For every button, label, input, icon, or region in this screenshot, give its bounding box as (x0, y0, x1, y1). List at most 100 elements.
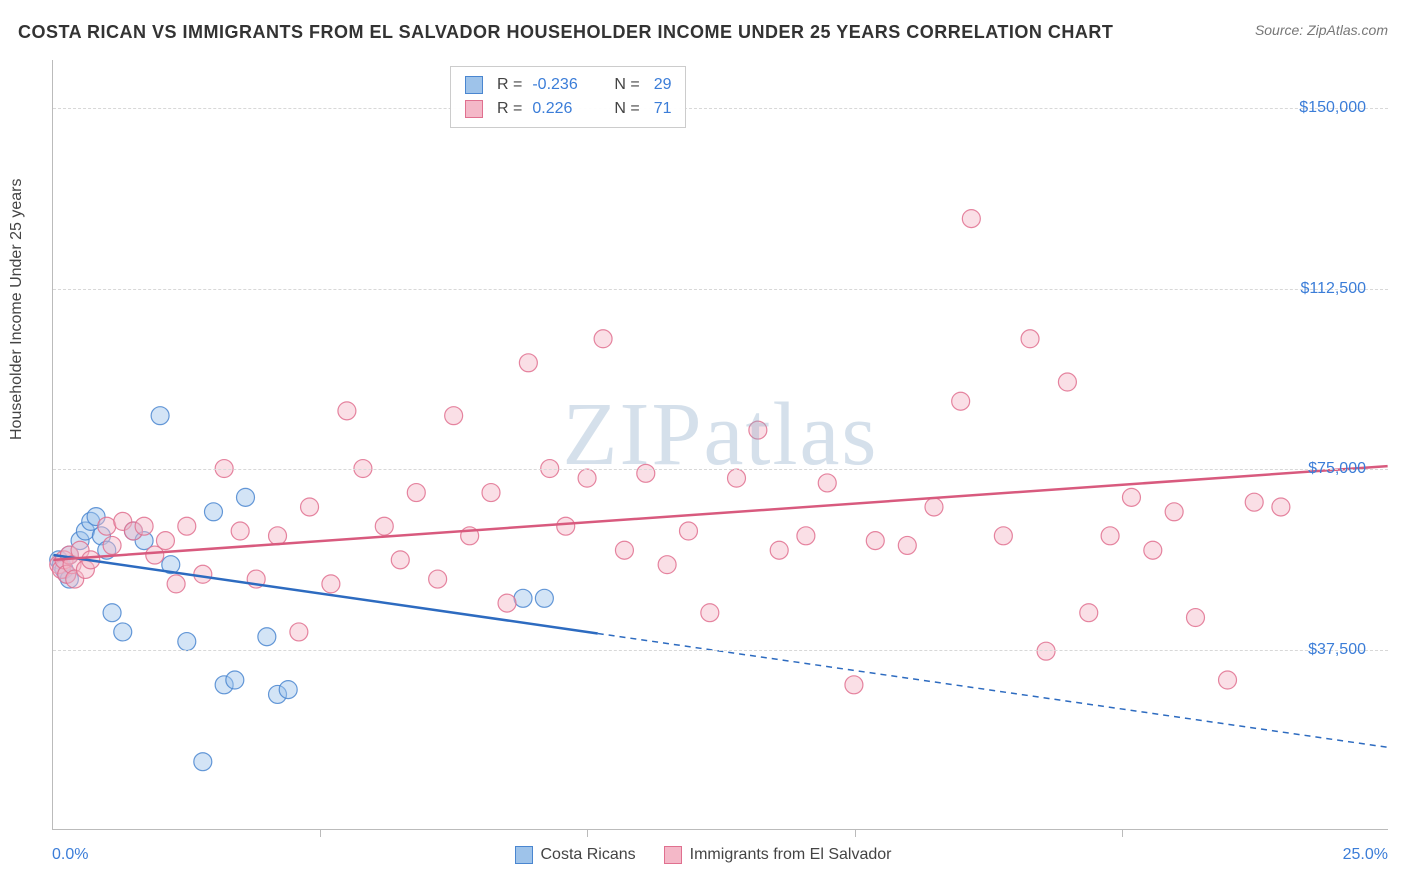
swatch-el-salvador (664, 846, 682, 864)
scatter-point-costa_ricans (226, 671, 244, 689)
legend-correlation-box: R = -0.236 N = 29 R = 0.226 N = 71 (450, 66, 686, 128)
scatter-point-costa_ricans (514, 589, 532, 607)
gridline-horizontal (53, 289, 1388, 290)
y-tick-label: $75,000 (1308, 460, 1366, 478)
scatter-point-el_salvador (98, 517, 116, 535)
scatter-point-el_salvador (615, 541, 633, 559)
scatter-point-el_salvador (557, 517, 575, 535)
scatter-point-el_salvador (407, 484, 425, 502)
scatter-point-el_salvador (375, 517, 393, 535)
regression-line-dashed-costa_ricans (598, 633, 1388, 747)
scatter-point-el_salvador (749, 421, 767, 439)
n-label: N = (614, 97, 639, 121)
swatch-costa-ricans (515, 846, 533, 864)
scatter-point-costa_ricans (535, 589, 553, 607)
legend-label: Immigrants from El Salvador (690, 846, 892, 864)
scatter-point-costa_ricans (151, 407, 169, 425)
scatter-point-el_salvador (1245, 493, 1263, 511)
scatter-point-costa_ricans (114, 623, 132, 641)
r-label: R = (497, 97, 522, 121)
source-attribution: Source: ZipAtlas.com (1255, 22, 1388, 38)
scatter-point-el_salvador (1058, 373, 1076, 391)
scatter-point-el_salvador (728, 469, 746, 487)
scatter-point-el_salvador (1165, 503, 1183, 521)
regression-line-el_salvador (53, 466, 1387, 560)
scatter-point-costa_ricans (178, 633, 196, 651)
scatter-point-el_salvador (269, 527, 287, 545)
scatter-point-el_salvador (1080, 604, 1098, 622)
n-label: N = (614, 73, 639, 97)
gridline-horizontal (53, 469, 1388, 470)
x-tick (1122, 829, 1123, 837)
n-value-costa-ricans: 29 (654, 73, 672, 97)
scatter-point-el_salvador (1219, 671, 1237, 689)
scatter-point-el_salvador (391, 551, 409, 569)
swatch-el-salvador (465, 100, 483, 118)
chart-title: COSTA RICAN VS IMMIGRANTS FROM EL SALVAD… (18, 22, 1113, 43)
gridline-horizontal (53, 108, 1388, 109)
scatter-point-el_salvador (429, 570, 447, 588)
legend-item-costa-ricans: Costa Ricans (515, 846, 636, 864)
scatter-point-el_salvador (445, 407, 463, 425)
scatter-point-el_salvador (482, 484, 500, 502)
scatter-point-costa_ricans (258, 628, 276, 646)
scatter-point-el_salvador (994, 527, 1012, 545)
swatch-costa-ricans (465, 76, 483, 94)
y-tick-label: $112,500 (1300, 280, 1366, 298)
legend-row-el-salvador: R = 0.226 N = 71 (465, 97, 671, 121)
scatter-point-el_salvador (178, 517, 196, 535)
scatter-point-costa_ricans (103, 604, 121, 622)
scatter-point-el_salvador (301, 498, 319, 516)
x-tick (587, 829, 588, 837)
scatter-point-costa_ricans (237, 488, 255, 506)
scatter-plot-svg (53, 60, 1388, 829)
gridline-horizontal (53, 650, 1388, 651)
scatter-point-el_salvador (679, 522, 697, 540)
scatter-point-el_salvador (519, 354, 537, 372)
scatter-point-el_salvador (866, 532, 884, 550)
scatter-point-el_salvador (1144, 541, 1162, 559)
scatter-point-el_salvador (498, 594, 516, 612)
scatter-point-el_salvador (231, 522, 249, 540)
legend-row-costa-ricans: R = -0.236 N = 29 (465, 73, 671, 97)
r-value-costa-ricans: -0.236 (532, 73, 592, 97)
scatter-point-el_salvador (1021, 330, 1039, 348)
legend-label: Costa Ricans (541, 846, 636, 864)
scatter-point-el_salvador (1272, 498, 1290, 516)
scatter-point-el_salvador (818, 474, 836, 492)
scatter-point-costa_ricans (279, 681, 297, 699)
y-tick-label: $150,000 (1299, 99, 1366, 117)
plot-area: ZIPatlas $37,500$75,000$112,500$150,000 (52, 60, 1388, 830)
scatter-point-el_salvador (952, 392, 970, 410)
scatter-point-costa_ricans (204, 503, 222, 521)
scatter-point-el_salvador (962, 210, 980, 228)
scatter-point-el_salvador (103, 536, 121, 554)
scatter-point-el_salvador (135, 517, 153, 535)
n-value-el-salvador: 71 (654, 97, 672, 121)
x-tick (320, 829, 321, 837)
chart-container: COSTA RICAN VS IMMIGRANTS FROM EL SALVAD… (0, 0, 1406, 892)
scatter-point-el_salvador (1122, 488, 1140, 506)
scatter-point-el_salvador (701, 604, 719, 622)
scatter-point-el_salvador (1037, 642, 1055, 660)
r-value-el-salvador: 0.226 (532, 97, 592, 121)
y-tick-label: $37,500 (1308, 641, 1366, 659)
r-label: R = (497, 73, 522, 97)
scatter-point-costa_ricans (194, 753, 212, 771)
scatter-point-el_salvador (925, 498, 943, 516)
scatter-point-el_salvador (194, 565, 212, 583)
scatter-point-el_salvador (338, 402, 356, 420)
scatter-point-el_salvador (845, 676, 863, 694)
scatter-point-el_salvador (797, 527, 815, 545)
scatter-point-el_salvador (1101, 527, 1119, 545)
x-tick (855, 829, 856, 837)
legend-series-box: Costa Ricans Immigrants from El Salvador (0, 846, 1406, 864)
y-axis-title: Householder Income Under 25 years (8, 179, 26, 440)
scatter-point-el_salvador (156, 532, 174, 550)
legend-item-el-salvador: Immigrants from El Salvador (664, 846, 892, 864)
scatter-point-el_salvador (322, 575, 340, 593)
scatter-point-el_salvador (594, 330, 612, 348)
scatter-point-el_salvador (1187, 609, 1205, 627)
scatter-point-el_salvador (658, 556, 676, 574)
scatter-point-el_salvador (578, 469, 596, 487)
